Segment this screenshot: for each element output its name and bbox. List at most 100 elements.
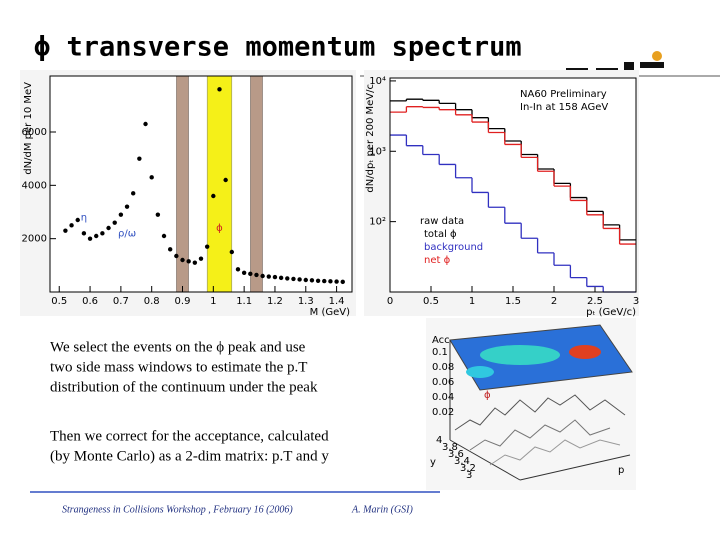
data-point [322,278,327,284]
data-point [328,279,333,284]
y-tick: 3.4 [454,456,470,467]
data-point [285,276,290,281]
x-axis-label: pₜ (GeV/c) [586,307,636,318]
x-tick-label: 0.6 [82,296,98,307]
data-point [69,223,74,228]
data-point [87,236,93,241]
data-point [167,247,173,252]
paragraph-line: two side mass windows to estimate the p.… [50,359,307,375]
footer-left: Strangeness in Collisions Workshop , Feb… [62,504,293,515]
paragraph-line: Then we correct for the acceptance, calc… [50,428,329,444]
data-point [180,257,185,263]
data-point [137,156,142,161]
frame [49,75,353,293]
legend-entry: background [424,242,483,253]
x-tick-label: 1.1 [236,296,252,307]
y-tick-label: 10³ [369,146,386,157]
slide-title: ϕ transverse momentum spectrum [34,32,522,63]
data-point [186,259,191,264]
x-tick-label: 1.3 [298,296,314,307]
x-tick-label: 0 [387,296,393,307]
data-point [235,267,241,272]
y-tick: 3.8 [442,442,458,453]
data-point [192,260,198,265]
data-point [75,217,80,223]
y-tick-label: 10² [369,217,386,228]
data-point [291,276,296,282]
x-tick-label: 2 [551,296,557,307]
x-label: p [618,465,624,476]
legend-entry: total ϕ [424,229,457,240]
y-axis-label: dN/dM per 10 MeV [23,82,34,175]
x-tick-label: 1.2 [267,296,283,307]
data-point [303,277,308,283]
z-tick: 0.1 [432,347,448,358]
data-point [229,249,235,255]
data-point [223,177,228,183]
data-point [278,275,284,281]
data-point [112,220,117,225]
x-tick-label: 1 [469,296,475,307]
x-tick-label: 0.7 [113,296,129,307]
data-point [211,193,216,199]
x-axis-label: M (GeV) [310,307,350,318]
frame [389,77,637,293]
data-point [81,231,87,236]
data-point [241,270,247,275]
mass-window [206,75,233,293]
data-point [260,273,265,279]
annotation: η [81,212,87,223]
plot-text: In-In at 158 AGeV [520,102,608,113]
data-point [118,212,124,217]
z-tick: 0.06 [432,377,454,388]
z-tick: 0.08 [432,362,454,373]
x-tick-label: 3 [633,296,639,307]
x-tick-label: 1.5 [505,296,521,307]
plot-area [50,76,352,292]
data-point [155,212,161,217]
annotation: ϕ [216,223,223,234]
x-tick-label: 0.9 [175,296,191,307]
data-point [149,175,154,180]
paragraph-line: distribution of the continuum under the … [50,379,318,395]
data-point [106,225,111,231]
y-tick: 3.6 [448,449,464,460]
data-point [309,278,315,283]
legend-entry: net ϕ [424,255,451,266]
annotation: ρ/ω [118,228,136,239]
data-point [174,253,179,259]
data-point [266,274,271,279]
data-point [217,87,222,92]
footer-right: A. Marin (GSI) [351,504,413,515]
data-point [143,121,148,127]
data-point [340,279,345,285]
data-point [124,204,130,209]
data-point [204,244,210,249]
z-tick: 0.04 [432,392,454,403]
z-tick: 0.02 [432,407,454,418]
x-tick-label: 0.5 [423,296,439,307]
data-point [297,277,302,282]
y-tick-label: 2000 [22,234,47,245]
data-point [131,191,136,196]
y-tick: 4 [436,435,442,446]
plot-text: NA60 Preliminary [520,89,607,100]
y-tick-label: 6000 [22,127,47,138]
x-tick-label: 1 [210,296,216,307]
x-tick-label: 0.8 [144,296,160,307]
plot-area [390,78,636,292]
paragraph-line: (by Monte Carlo) as a 2-dim matrix: p.T … [50,448,329,464]
x-tick-label: 1.4 [329,296,345,307]
x-tick-label: 2.5 [587,296,603,307]
data-point [161,233,167,239]
data-point [254,272,259,278]
data-point [63,228,68,233]
y-tick-label: 10⁴ [369,76,386,87]
paragraph-line: We select the events on the ϕ peak and u… [50,339,306,355]
y-tick: 3.2 [460,463,476,474]
data-point [248,271,253,277]
y-tick-label: 4000 [22,180,47,191]
y-axis-label: dN/dpₜ per 200 MeV/c [365,84,376,193]
data-point [334,279,339,284]
mass-window [250,75,263,293]
